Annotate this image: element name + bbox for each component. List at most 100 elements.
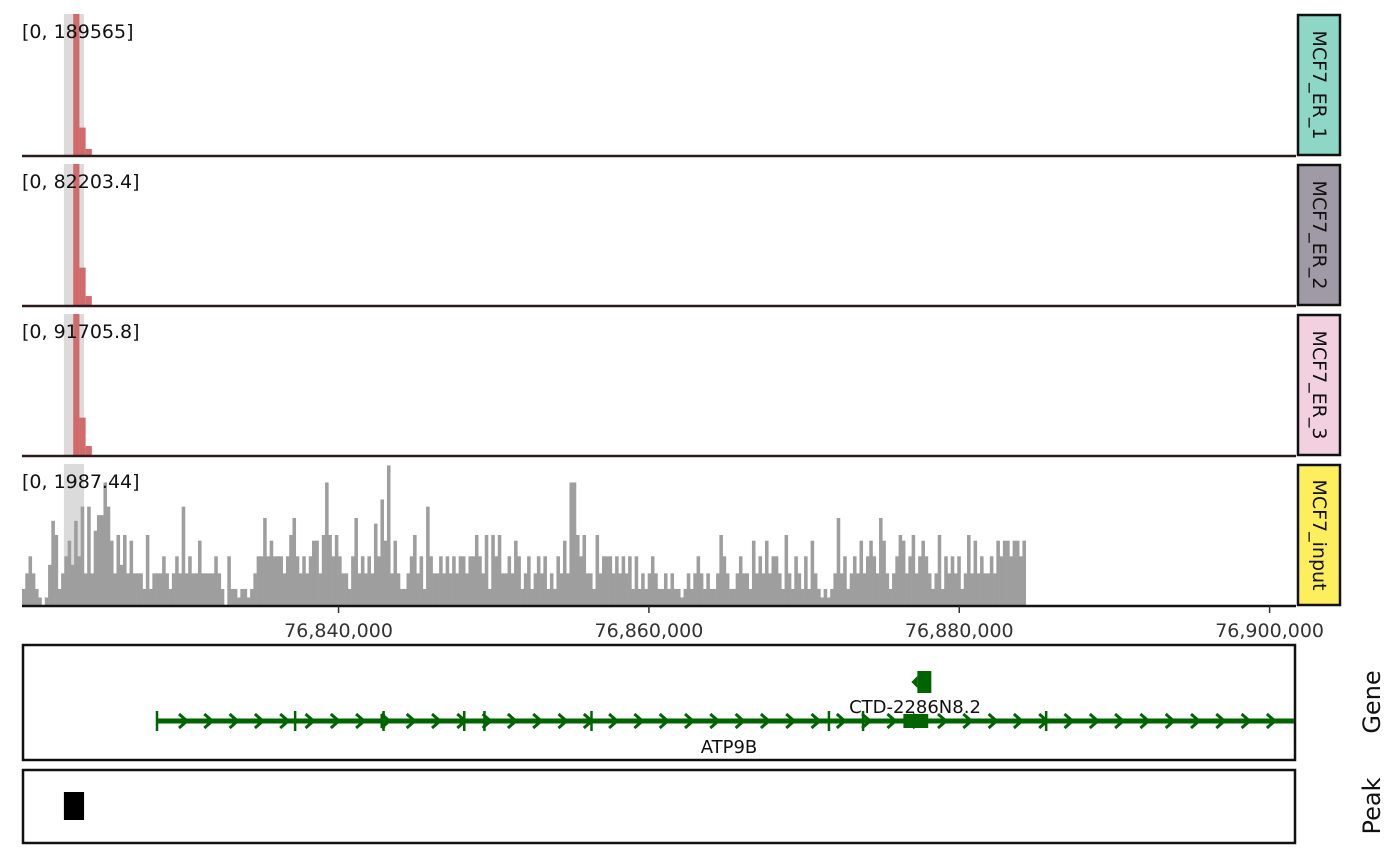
signal-bar xyxy=(178,573,182,606)
signal-bar xyxy=(905,573,909,606)
signal-bar xyxy=(237,597,241,606)
signal-bar xyxy=(504,573,508,606)
signal-bar xyxy=(484,535,489,606)
track-range-label: [0, 1987.44] xyxy=(22,471,140,493)
signal-bar xyxy=(227,556,231,606)
signal-bar xyxy=(722,556,727,606)
signal-bar xyxy=(204,573,209,606)
signal-bar xyxy=(77,556,81,606)
signal-bar xyxy=(709,588,714,606)
signal-bar xyxy=(556,556,560,606)
signal-bar xyxy=(879,517,883,606)
signal-bar xyxy=(445,556,450,606)
signal-bar xyxy=(813,573,818,606)
signal-bar xyxy=(354,517,358,606)
signal-bar xyxy=(165,573,169,606)
signal-bar xyxy=(986,573,991,606)
signal-bar xyxy=(22,588,26,606)
x-tick-label: 76,840,000 xyxy=(284,620,393,642)
signal-bar xyxy=(162,556,166,606)
signal-bar xyxy=(272,556,277,606)
signal-bar xyxy=(285,556,290,606)
signal-bar xyxy=(347,588,352,606)
signal-bar xyxy=(57,588,62,606)
signal-bar xyxy=(595,535,600,606)
peak-track-label: Peak xyxy=(1358,777,1386,834)
signal-bar xyxy=(1019,556,1023,606)
signal-bar xyxy=(911,535,916,606)
signal-bar xyxy=(1012,540,1017,606)
gene-track-frame xyxy=(21,643,1297,762)
signal-bar xyxy=(184,573,189,606)
signal-bar xyxy=(38,597,42,606)
signal-bar xyxy=(357,573,362,606)
signal-bar xyxy=(657,588,662,606)
signal-bar xyxy=(918,556,922,606)
signal-bar xyxy=(768,573,772,606)
strand-arrow xyxy=(178,712,190,730)
signal-bar xyxy=(90,573,94,606)
signal-bar xyxy=(533,573,538,606)
signal-bar xyxy=(703,588,707,606)
signal-bar xyxy=(869,540,873,606)
signal-bar xyxy=(168,588,173,606)
signal-bar xyxy=(973,540,978,606)
signal-bar xyxy=(960,588,965,606)
signal-bar xyxy=(810,540,815,606)
signal-bar xyxy=(246,597,251,606)
signal-bar xyxy=(572,482,577,606)
signal-bar xyxy=(211,573,215,606)
signal-bar xyxy=(70,564,75,606)
track-name-label: MCF7_input xyxy=(1308,479,1330,590)
signal-bar xyxy=(637,588,642,606)
signal-bar xyxy=(735,573,740,606)
signal-bar xyxy=(921,540,925,606)
signal-bar xyxy=(73,314,80,456)
signal-bar xyxy=(194,573,199,606)
signal-bar xyxy=(996,540,1000,606)
signal-bar xyxy=(764,540,769,606)
signal-bar xyxy=(732,588,736,606)
signal-bar xyxy=(233,588,238,606)
signal-bar xyxy=(888,588,893,606)
track-name-label: MCF7_ER_2 xyxy=(1308,181,1330,290)
signal-bar xyxy=(328,535,332,606)
signal-bar xyxy=(791,588,795,606)
signal-bar xyxy=(644,588,648,606)
signal-bar xyxy=(491,535,495,606)
signal-bar xyxy=(719,535,723,606)
signal-bar xyxy=(914,573,919,606)
strand-arrow xyxy=(1088,712,1101,730)
signal-bar xyxy=(989,556,994,606)
signal-bar xyxy=(83,573,88,606)
signal-bar xyxy=(624,573,629,606)
signal-bar xyxy=(175,556,179,606)
signal-bar xyxy=(139,573,143,606)
track-mcf7-er-2 xyxy=(22,163,1342,308)
signal-bar xyxy=(73,164,80,306)
strand-arrow xyxy=(1265,712,1278,730)
signal-bar xyxy=(155,573,160,606)
strand-arrow xyxy=(734,712,746,730)
signal-bar xyxy=(742,573,746,606)
signal-bar xyxy=(507,556,512,606)
signal-bar xyxy=(823,588,828,606)
signal-bar xyxy=(48,564,52,606)
signal-bar xyxy=(422,588,427,606)
signal-bar xyxy=(970,573,974,606)
signal-bar xyxy=(1002,540,1007,606)
signal-bar xyxy=(119,564,124,606)
signal-bar xyxy=(325,482,329,606)
signal-bar xyxy=(442,573,446,606)
signal-bar xyxy=(934,573,938,606)
signal-bar xyxy=(439,556,443,606)
signal-bar xyxy=(738,556,743,606)
signal-bar xyxy=(716,573,720,606)
signal-bar xyxy=(582,535,587,606)
signal-bar xyxy=(126,573,130,606)
strand-arrow xyxy=(279,712,291,730)
signal-bar xyxy=(807,588,811,606)
signal-bar xyxy=(123,535,127,606)
signal-bar xyxy=(608,556,613,606)
signal-bar xyxy=(145,535,150,606)
